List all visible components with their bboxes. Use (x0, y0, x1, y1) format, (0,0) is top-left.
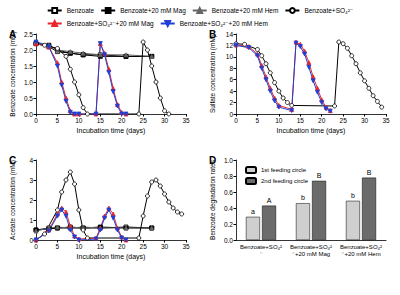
svg-text:Benzoate+SO₄²⁻+20 mM Hem: Benzoate+SO₄²⁻+20 mM Hem (180, 20, 268, 27)
svg-text:30: 30 (161, 117, 169, 124)
svg-text:Benzoate concentration (mM): Benzoate concentration (mM) (9, 31, 17, 116)
svg-text:⁻+20 mM Hem: ⁻+20 mM Hem (341, 251, 380, 257)
svg-text:Incubation time (days): Incubation time (days) (77, 253, 146, 261)
svg-text:0.5: 0.5 (24, 95, 33, 102)
svg-text:Benzoate+20 mM Hem: Benzoate+20 mM Hem (212, 7, 279, 14)
svg-text:4: 4 (29, 157, 33, 164)
svg-text:Sulfate concentration (mM): Sulfate concentration (mM) (209, 35, 217, 113)
svg-text:20: 20 (118, 117, 126, 124)
svg-text:⁻+20 mM Mag: ⁻+20 mM Mag (292, 251, 330, 257)
svg-text:5: 5 (56, 117, 60, 124)
svg-text:15: 15 (297, 117, 305, 124)
svg-text:2nd feeding circle: 2nd feeding circle (261, 178, 309, 184)
svg-text:Benzoate degradation rates: Benzoate degradation rates (209, 159, 217, 240)
svg-text:10: 10 (75, 243, 83, 250)
svg-text:Benzoate: Benzoate (67, 7, 95, 14)
svg-text:0: 0 (229, 111, 233, 118)
svg-text:Incubation time (days): Incubation time (days) (77, 127, 146, 135)
svg-text:20: 20 (118, 243, 126, 250)
svg-text:30: 30 (361, 117, 369, 124)
svg-text:6: 6 (229, 76, 233, 83)
svg-text:0: 0 (29, 237, 33, 244)
svg-text:0.0: 0.0 (24, 111, 33, 118)
svg-text:25: 25 (340, 117, 348, 124)
svg-text:2: 2 (229, 99, 233, 106)
svg-text:12: 12 (226, 42, 234, 49)
svg-text:0.8: 0.8 (224, 173, 233, 180)
svg-text:1: 1 (29, 217, 33, 224)
svg-text:B: B (209, 29, 216, 40)
svg-text:30: 30 (161, 243, 169, 250)
svg-text:35: 35 (182, 243, 190, 250)
svg-text:A: A (267, 197, 272, 204)
svg-text:⁻: ⁻ (259, 251, 262, 257)
svg-text:5: 5 (56, 243, 60, 250)
svg-text:Acetate concentration (mM): Acetate concentration (mM) (9, 160, 17, 240)
svg-text:0.6: 0.6 (224, 189, 233, 196)
svg-text:25: 25 (140, 117, 148, 124)
svg-text:5: 5 (256, 117, 260, 124)
svg-text:4: 4 (229, 88, 233, 95)
svg-text:10: 10 (275, 117, 283, 124)
svg-text:0.4: 0.4 (224, 205, 233, 212)
svg-text:25: 25 (140, 243, 148, 250)
svg-text:10: 10 (226, 53, 234, 60)
svg-text:D: D (209, 155, 216, 166)
svg-text:B: B (367, 169, 372, 176)
svg-text:Incubation time (days): Incubation time (days) (277, 127, 346, 135)
svg-text:0: 0 (34, 243, 38, 250)
svg-text:Benzoate+SO₄²⁻+20 mM Mag: Benzoate+SO₄²⁻+20 mM Mag (67, 20, 154, 28)
svg-text:b: b (301, 194, 305, 201)
svg-text:35: 35 (182, 117, 190, 124)
svg-text:Benzoate+SO₄²: Benzoate+SO₄² (290, 244, 332, 250)
svg-text:A: A (9, 29, 16, 40)
svg-text:1.0: 1.0 (24, 79, 33, 86)
svg-text:0.2: 0.2 (224, 221, 233, 228)
svg-text:14: 14 (226, 31, 234, 38)
svg-text:1.0: 1.0 (224, 157, 233, 164)
svg-text:2.5: 2.5 (24, 31, 33, 38)
svg-text:B: B (317, 172, 322, 179)
svg-text:15: 15 (97, 243, 105, 250)
svg-text:15: 15 (97, 117, 105, 124)
svg-text:10: 10 (75, 117, 83, 124)
svg-text:1st feeding circle: 1st feeding circle (261, 167, 307, 173)
svg-text:8: 8 (229, 65, 233, 72)
svg-text:0: 0 (234, 117, 238, 124)
svg-text:Benzoate+20 mM Mag: Benzoate+20 mM Mag (120, 7, 186, 15)
svg-text:1.5: 1.5 (24, 63, 33, 70)
svg-text:3: 3 (29, 177, 33, 184)
svg-text:0: 0 (34, 117, 38, 124)
svg-text:b: b (351, 192, 355, 199)
svg-text:a: a (251, 208, 255, 215)
svg-text:35: 35 (382, 117, 390, 124)
svg-text:Benzoate+SO₄²: Benzoate+SO₄² (240, 244, 282, 250)
svg-text:0.0: 0.0 (224, 237, 233, 244)
svg-text:2: 2 (29, 197, 33, 204)
svg-text:C: C (9, 155, 16, 166)
svg-text:Benzoate+SO₄²: Benzoate+SO₄² (340, 244, 382, 250)
svg-text:2.0: 2.0 (24, 47, 33, 54)
svg-text:Benzoate+SO₄²⁻: Benzoate+SO₄²⁻ (304, 7, 353, 14)
svg-text:20: 20 (318, 117, 326, 124)
